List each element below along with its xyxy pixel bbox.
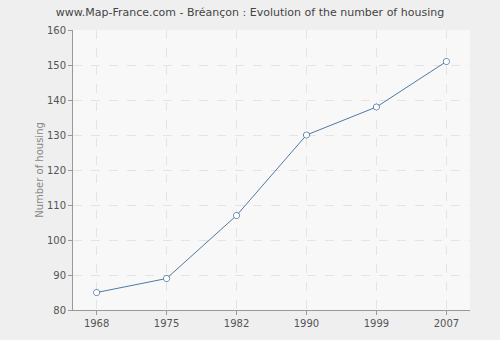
- svg-text:Number of housing: Number of housing: [34, 122, 45, 218]
- svg-text:1990: 1990: [294, 318, 319, 329]
- svg-text:100: 100: [47, 235, 66, 246]
- svg-text:80: 80: [53, 305, 66, 316]
- svg-text:150: 150: [47, 60, 66, 71]
- svg-text:140: 140: [47, 95, 66, 106]
- svg-text:160: 160: [47, 25, 66, 36]
- svg-text:1968: 1968: [84, 318, 109, 329]
- svg-text:90: 90: [53, 270, 66, 281]
- svg-text:1999: 1999: [364, 318, 389, 329]
- svg-text:1975: 1975: [154, 318, 179, 329]
- svg-text:110: 110: [47, 200, 66, 211]
- svg-text:2007: 2007: [434, 318, 459, 329]
- svg-text:130: 130: [47, 130, 66, 141]
- svg-text:www.Map-France.com - Bréançon: www.Map-France.com - Bréançon : Evolutio…: [56, 6, 444, 19]
- svg-text:1982: 1982: [224, 318, 249, 329]
- svg-text:120: 120: [47, 165, 66, 176]
